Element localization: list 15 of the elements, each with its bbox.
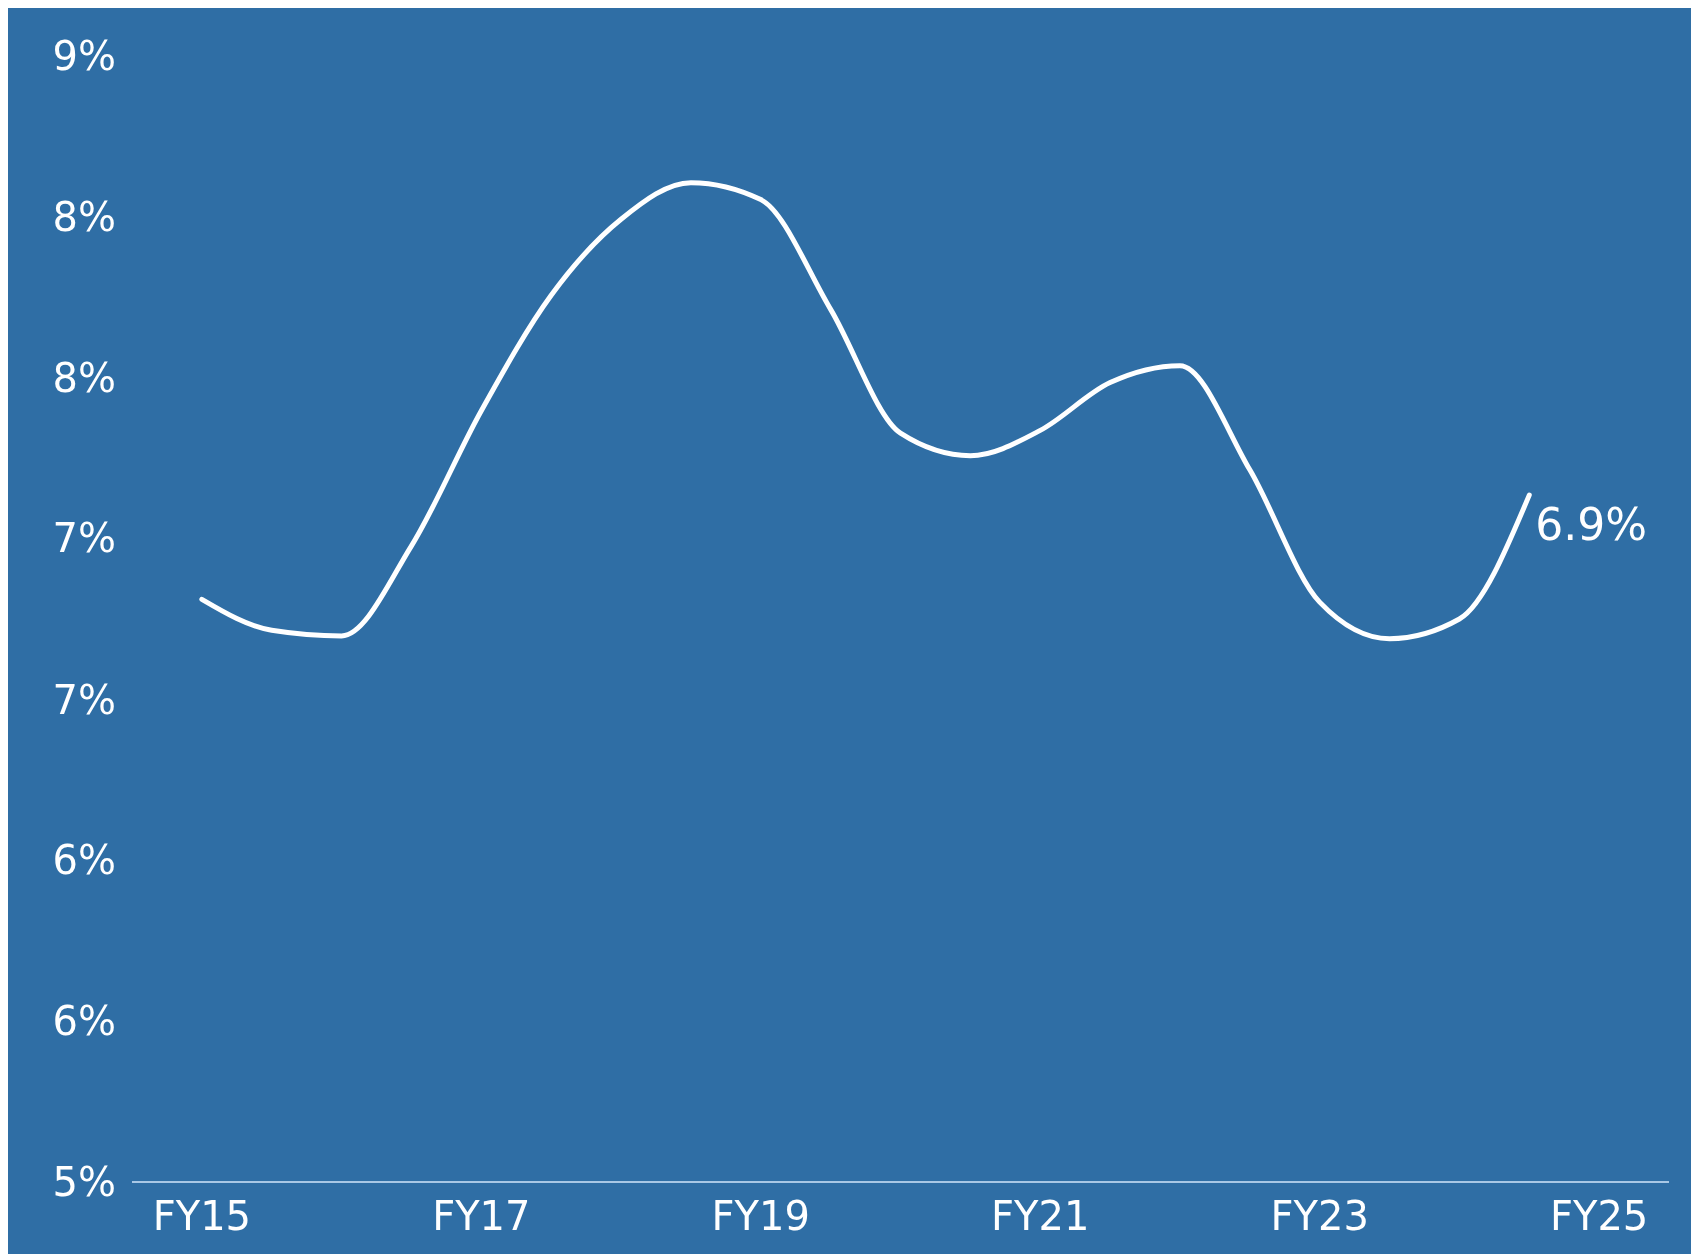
annotation: 6.9% xyxy=(1535,499,1648,551)
y-tick-label: 5% xyxy=(52,1159,116,1205)
x-tick-label: FY21 xyxy=(991,1193,1090,1239)
x-tick-label: FY19 xyxy=(711,1193,810,1239)
y-tick-label: 6% xyxy=(52,837,116,884)
y-tick-label: 9% xyxy=(52,33,116,79)
y-tick-label: 8% xyxy=(52,354,116,401)
y-tick-label: 7% xyxy=(52,515,116,562)
y-tick-label: 6% xyxy=(52,998,116,1045)
x-tick-label: FY23 xyxy=(1270,1193,1369,1239)
x-tick-label: FY15 xyxy=(152,1193,252,1239)
x-tick-label: FY25 xyxy=(1549,1193,1649,1239)
y-tick-label: 8% xyxy=(52,193,116,240)
y-tick-label: 7% xyxy=(52,676,116,723)
x-tick-label: FY17 xyxy=(432,1193,531,1239)
